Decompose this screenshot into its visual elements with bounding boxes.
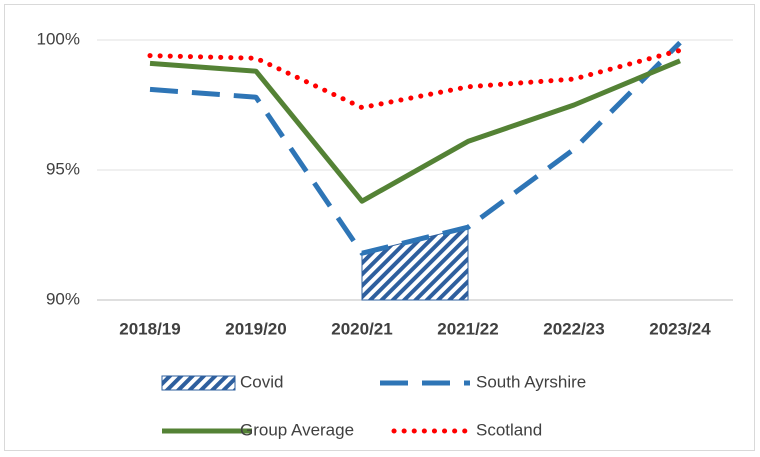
y-tick-label: 100% [37, 29, 80, 48]
x-tick-label: 2019/20 [225, 319, 286, 338]
x-tick-label: 2021/22 [437, 319, 498, 338]
legend-label: Group Average [240, 420, 354, 439]
x-tick-label: 2023/24 [649, 319, 711, 338]
covid-area [361, 226, 469, 301]
x-tick-label: 2022/23 [543, 319, 604, 338]
series-line [149, 58, 681, 204]
series-line [149, 40, 682, 256]
legend-label: Covid [240, 372, 283, 391]
x-tick-label: 2018/19 [119, 319, 180, 338]
x-tick-label: 2020/21 [331, 319, 392, 338]
y-tick-label: 95% [46, 159, 80, 178]
legend-label: South Ayrshire [476, 372, 586, 391]
y-tick-label: 90% [46, 289, 80, 308]
series-line [147, 47, 683, 111]
chart-frame [4, 4, 755, 451]
legend-label: Scotland [476, 420, 542, 439]
legend-swatch [161, 375, 236, 391]
